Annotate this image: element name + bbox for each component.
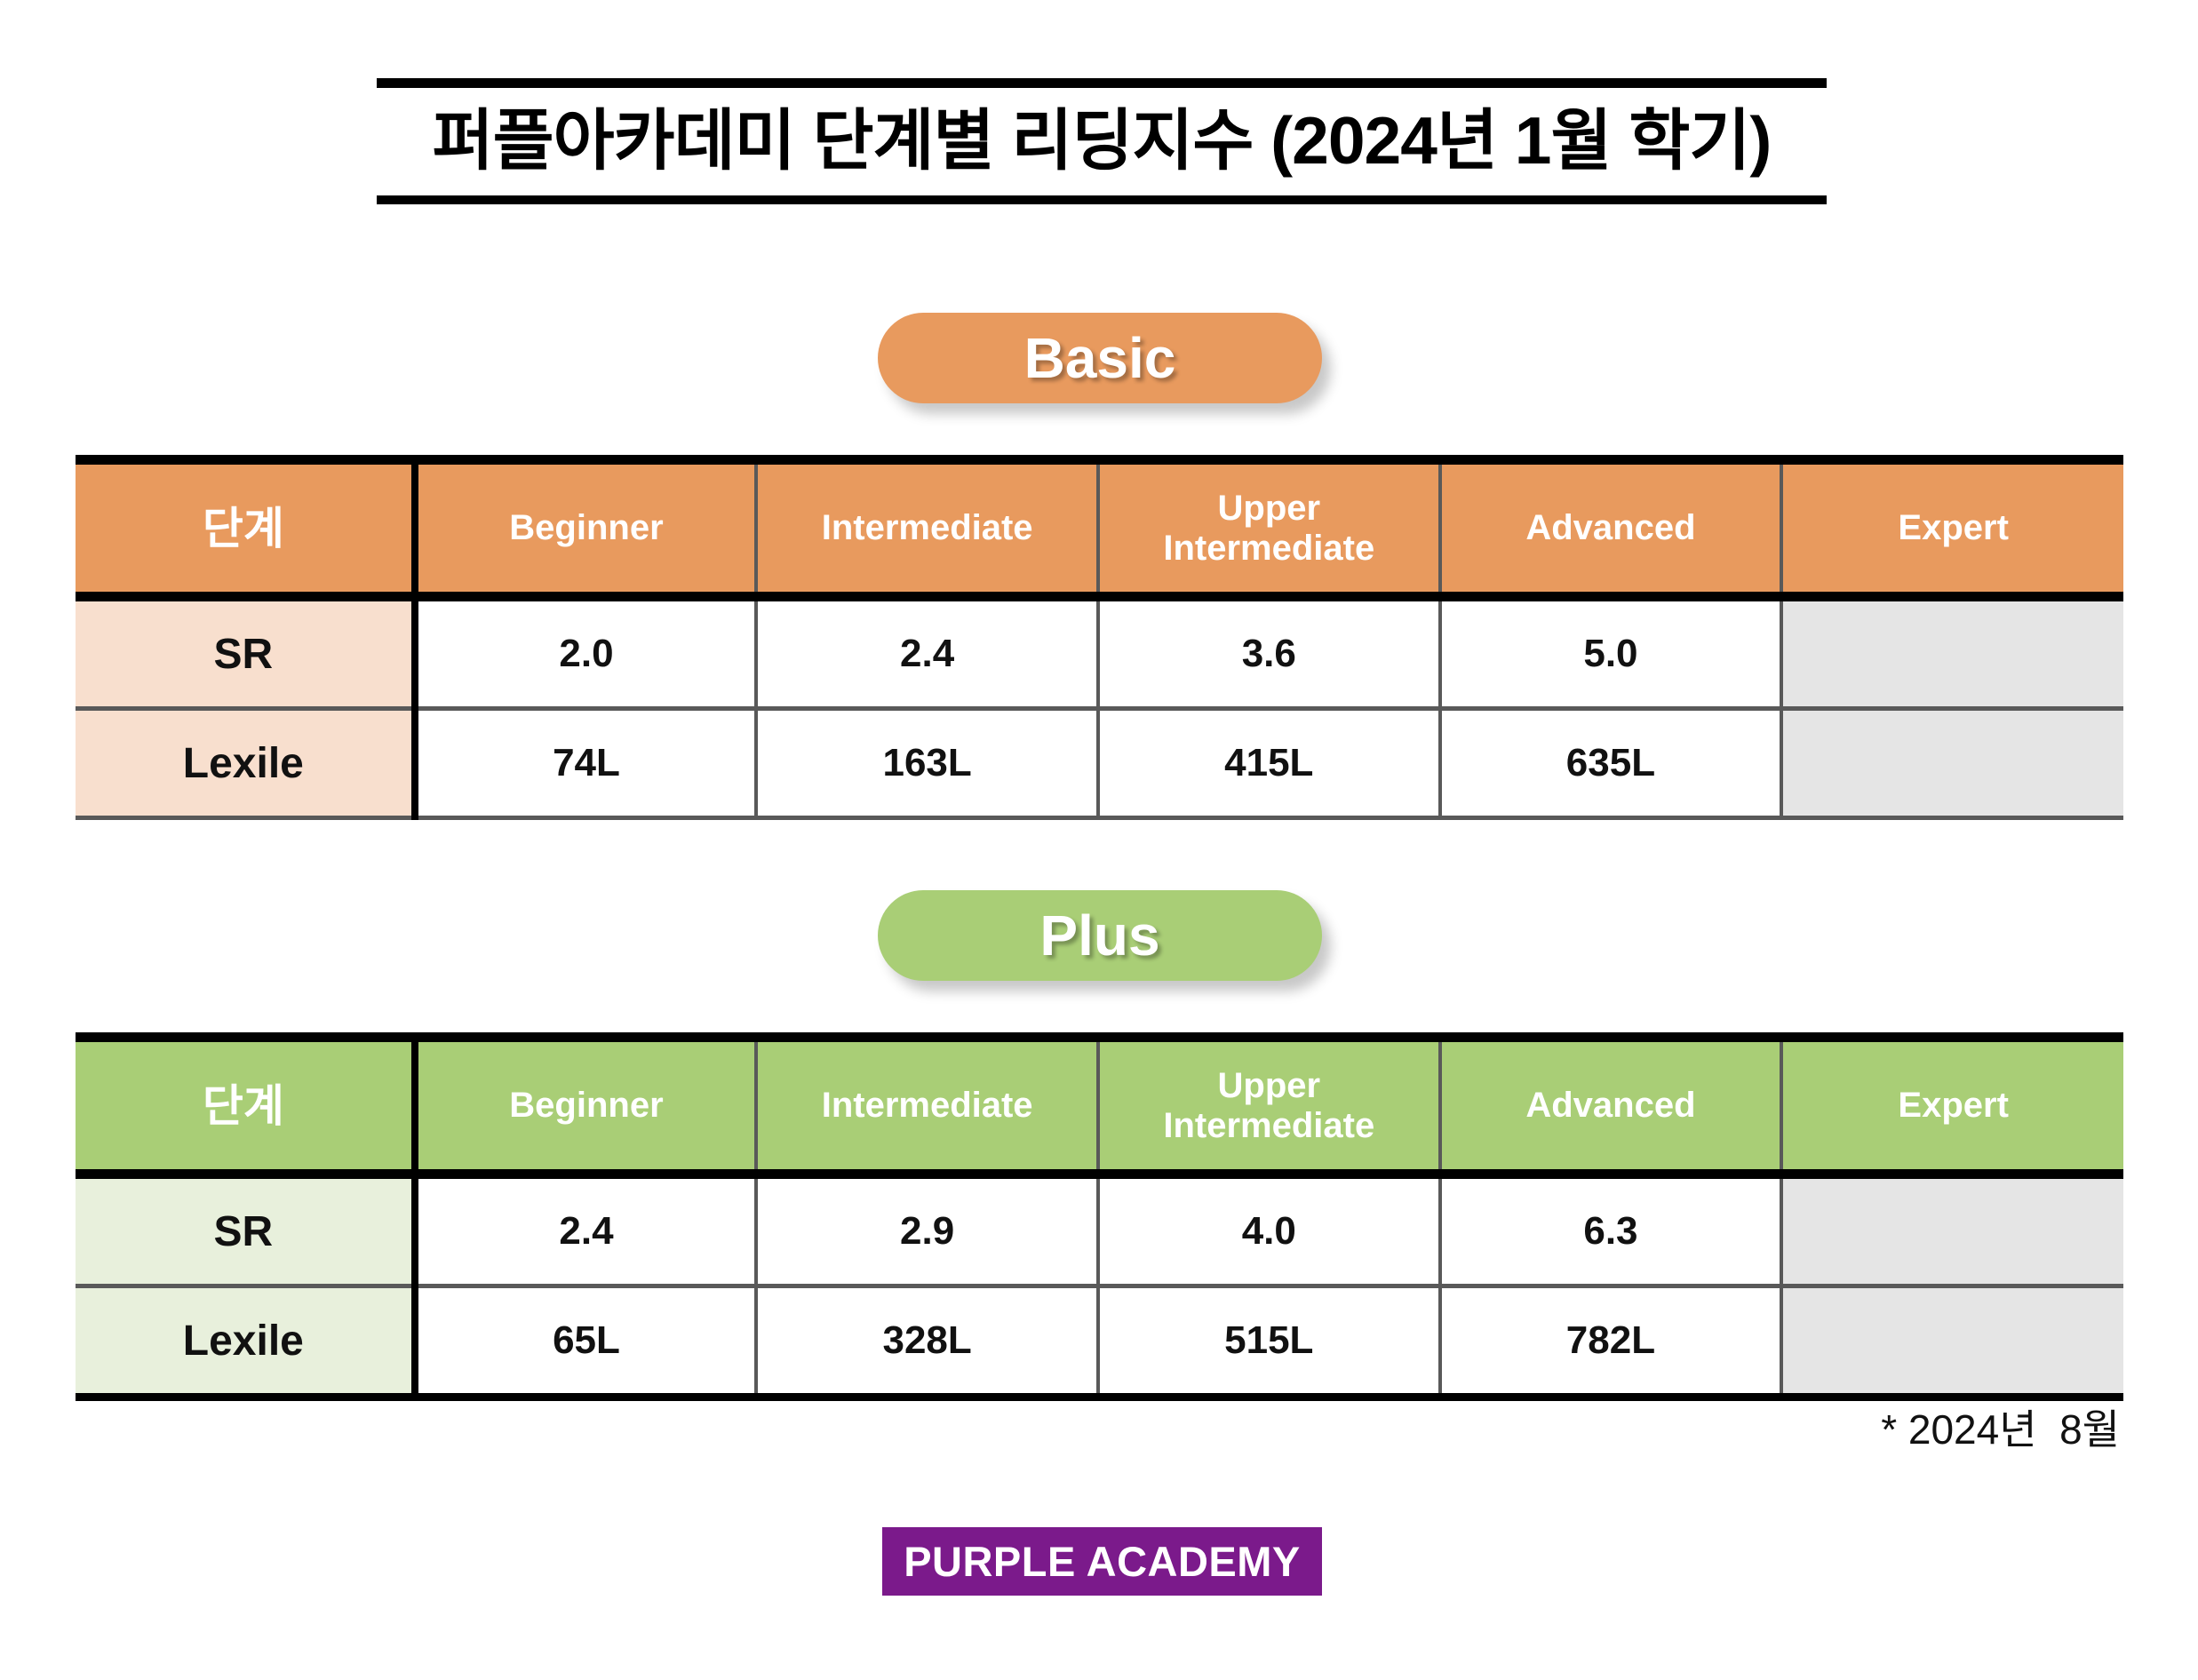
purple-academy-logo: PURPLE ACADEMY [882, 1527, 1322, 1596]
column-header-advanced: Advanced [1439, 1032, 1784, 1179]
column-header-beginner: Beginner [414, 1032, 759, 1179]
cell-lexile-expert [1781, 1286, 2123, 1401]
reading-index-table-basic: 단계 Beginner Intermediate Upper Intermedia… [76, 455, 2123, 820]
title-rule-top [377, 78, 1827, 88]
cell-lexile-beginner: 65L [414, 1286, 759, 1401]
column-header-upper-line2: Intermediate [1163, 528, 1375, 568]
cell-lexile-beginner: 74L [414, 708, 759, 820]
section-pill-plus-label: Plus [1039, 904, 1160, 967]
table-header-row: 단계 Beginner Intermediate Upper Intermedia… [76, 1032, 2123, 1179]
cell-sr-beginner: 2.0 [414, 596, 759, 711]
column-header-upper-intermediate: Upper Intermediate [1097, 1032, 1442, 1179]
column-header-upper-line1: Upper [1217, 488, 1321, 528]
cell-sr-advanced: 6.3 [1439, 1174, 1784, 1288]
page-title-block: 퍼플아카데미 단계별 리딩지수 (2024년 1월 학기) [377, 78, 1827, 204]
table-row: SR 2.0 2.4 3.6 5.0 [76, 596, 2123, 711]
cell-sr-upper-intermediate: 4.0 [1097, 1174, 1442, 1288]
row-label-lexile: Lexile [76, 708, 418, 820]
cell-lexile-expert [1781, 708, 2123, 820]
row-label-lexile: Lexile [76, 1286, 418, 1401]
cell-lexile-upper-intermediate: 515L [1097, 1286, 1442, 1401]
cell-lexile-upper-intermediate: 415L [1097, 708, 1442, 820]
cell-lexile-intermediate: 163L [756, 708, 1100, 820]
table-header-row: 단계 Beginner Intermediate Upper Intermedia… [76, 455, 2123, 601]
column-header-upper-line2: Intermediate [1163, 1105, 1375, 1145]
table-row: SR 2.4 2.9 4.0 6.3 [76, 1174, 2123, 1288]
cell-sr-intermediate: 2.9 [756, 1174, 1100, 1288]
table-row: Lexile 65L 328L 515L 782L [76, 1286, 2123, 1401]
column-header-intermediate: Intermediate [756, 1032, 1100, 1179]
reading-index-table-plus: 단계 Beginner Intermediate Upper Intermedia… [76, 1032, 2123, 1401]
page-title: 퍼플아카데미 단계별 리딩지수 (2024년 1월 학기) [432, 103, 1772, 178]
column-header-intermediate: Intermediate [756, 455, 1100, 601]
table-row: Lexile 74L 163L 415L 635L [76, 708, 2123, 820]
column-header-beginner: Beginner [414, 455, 759, 601]
section-pill-basic-label: Basic [1023, 326, 1176, 390]
cell-sr-expert [1781, 596, 2123, 711]
section-pill-plus: Plus [878, 890, 1322, 981]
column-header-upper-line1: Upper [1217, 1065, 1321, 1105]
column-header-expert: Expert [1781, 455, 2123, 601]
row-label-sr: SR [76, 596, 418, 711]
column-header-stage: 단계 [76, 455, 418, 601]
cell-lexile-advanced: 635L [1439, 708, 1784, 820]
section-pill-basic: Basic [878, 313, 1322, 403]
cell-sr-upper-intermediate: 3.6 [1097, 596, 1442, 711]
column-header-expert: Expert [1781, 1032, 2123, 1179]
cell-lexile-intermediate: 328L [756, 1286, 1100, 1401]
cell-lexile-advanced: 782L [1439, 1286, 1784, 1401]
column-header-advanced: Advanced [1439, 455, 1784, 601]
row-label-sr: SR [76, 1174, 418, 1288]
cell-sr-beginner: 2.4 [414, 1174, 759, 1288]
cell-sr-intermediate: 2.4 [756, 596, 1100, 711]
column-header-stage: 단계 [76, 1032, 418, 1179]
footnote: * 2024년 8월 [1881, 1406, 2120, 1453]
cell-sr-advanced: 5.0 [1439, 596, 1784, 711]
title-rule-bottom [377, 195, 1827, 204]
purple-academy-logo-text: PURPLE ACADEMY [904, 1538, 1301, 1585]
column-header-upper-intermediate: Upper Intermediate [1097, 455, 1442, 601]
cell-sr-expert [1781, 1174, 2123, 1288]
